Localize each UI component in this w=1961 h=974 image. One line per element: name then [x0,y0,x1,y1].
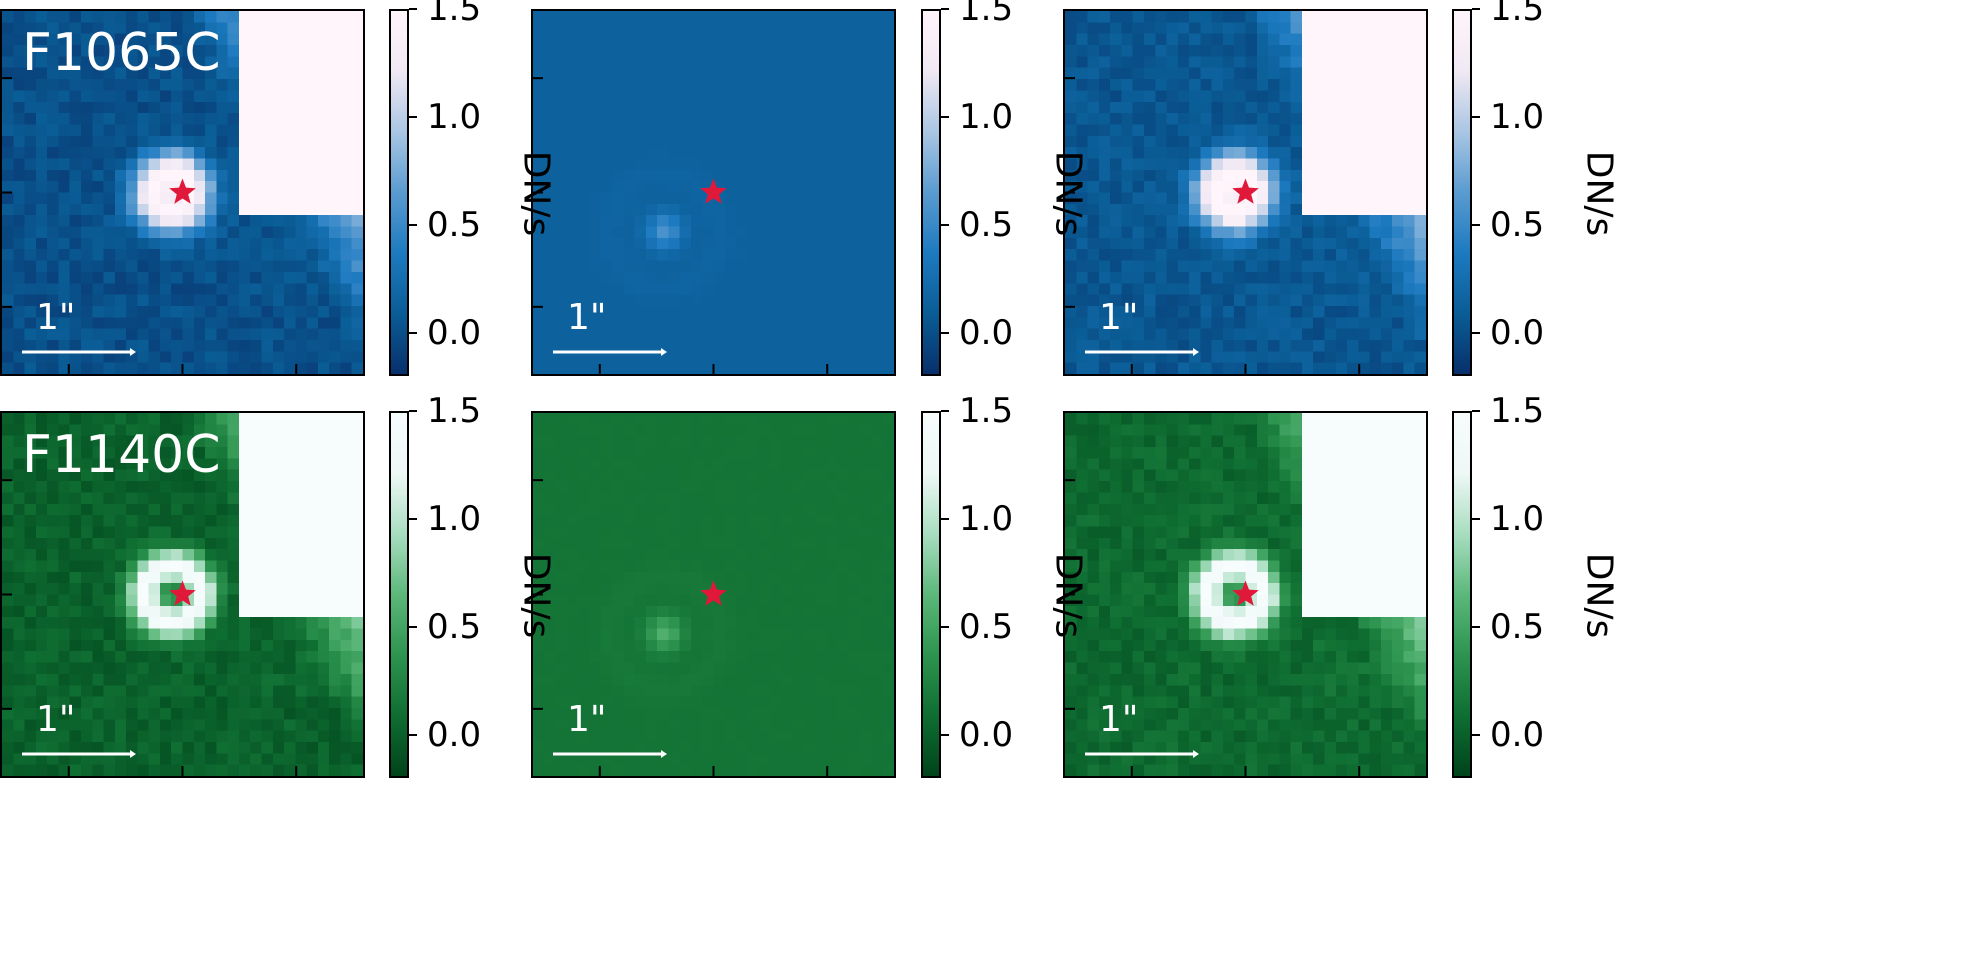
colorbar-tick-label: 1.0 [427,498,482,539]
colorbar-tick-label: 0.5 [427,606,482,647]
panel-f1140c-data: 1" F1140C [0,411,365,778]
colorbar-tick [409,8,417,10]
star-marker [1232,178,1259,204]
colorbar-tick-label: 1.5 [1490,0,1545,29]
colorbar-tick [941,410,949,412]
colorbar-tick-label: 1.0 [1490,498,1545,539]
colorbar [1452,9,1472,376]
scale-bar-label: 1" [1099,297,1139,338]
panel-overlay [2,77,298,374]
colorbar-tick-label: 1.0 [959,498,1014,539]
scale-bar-arrowhead [1193,750,1199,758]
colorbar-tick [1472,625,1480,628]
scale-bar-arrowhead [661,750,667,758]
star-marker [169,178,196,204]
colorbar-tick [409,410,417,412]
colorbar-tick-label: 1.0 [427,96,482,137]
colorbar [921,411,941,778]
colorbar-tick [941,733,949,736]
panel-f1065c-data: 1" F1065C [0,9,365,376]
star-marker [1232,580,1259,606]
scale-bar-arrowhead [130,348,136,356]
colorbar-label: DN/s [1047,552,1089,638]
colorbar-tick [1472,410,1480,412]
colorbar [921,9,941,376]
colorbar-tick [941,115,949,118]
scale-bar-label: 1" [36,297,76,338]
colorbar-label: DN/s [1047,150,1089,236]
colorbar-tick-label: 0.5 [427,204,482,245]
colorbar-tick-label: 0.0 [959,312,1014,353]
colorbar-tick-label: 1.0 [959,96,1014,137]
panel-overlay [2,479,298,776]
colorbar [1452,411,1472,778]
colorbar [389,411,409,778]
colorbar-tick-label: 1.5 [959,391,1014,431]
filter-label: F1140C [22,425,221,485]
scale-bar-label: 1" [567,297,607,338]
filter-label: F1065C [22,23,221,83]
colorbar-tick [941,8,949,10]
panel-f1065c-residual: 1" [1063,9,1428,376]
colorbar-tick [409,115,417,118]
colorbar-tick [1472,8,1480,10]
colorbar-tick-label: 1.5 [427,0,482,29]
colorbar-label: DN/s [1578,552,1620,638]
star-marker [700,178,727,204]
colorbar-label: DN/s [515,552,557,638]
scale-bar-arrowhead [1193,348,1199,356]
colorbar-label: DN/s [1578,150,1620,236]
panel-f1065c-model: 1" [531,9,896,376]
colorbar-tick-label: 0.0 [1490,312,1545,353]
star-marker [169,580,196,606]
colorbar-tick-label: 1.5 [959,0,1014,29]
scale-bar-label: 1" [36,699,76,740]
colorbar-tick-label: 0.5 [1490,204,1545,245]
colorbar-tick [409,223,417,226]
scale-bar-arrowhead [661,348,667,356]
colorbar-tick-label: 0.5 [959,606,1014,647]
panel-overlay [533,479,829,776]
colorbar-tick-label: 0.0 [427,312,482,353]
colorbar-tick [941,331,949,334]
colorbar-tick [409,331,417,334]
colorbar-tick-label: 1.0 [1490,96,1545,137]
colorbar-tick-label: 0.5 [959,204,1014,245]
panel-overlay [1065,77,1361,374]
colorbar-tick-label: 1.5 [1490,391,1545,431]
colorbar-tick [1472,223,1480,226]
colorbar-tick [1472,733,1480,736]
colorbar-tick-label: 0.5 [1490,606,1545,647]
panel-f1140c-residual: 1" [1063,411,1428,778]
colorbar-tick [1472,517,1480,520]
colorbar-tick [409,625,417,628]
colorbar-tick [941,625,949,628]
colorbar-tick-label: 0.0 [959,714,1014,755]
colorbar-tick [1472,331,1480,334]
scale-bar-label: 1" [567,699,607,740]
colorbar-label: DN/s [515,150,557,236]
scale-bar-label: 1" [1099,699,1139,740]
panel-f1140c-model: 1" [531,411,896,778]
panel-overlay [533,77,829,374]
colorbar-tick [1472,115,1480,118]
colorbar-tick-label: 1.5 [427,391,482,431]
colorbar-tick [941,517,949,520]
star-marker [700,580,727,606]
colorbar [389,9,409,376]
panel-overlay [1065,479,1361,776]
colorbar-tick [409,733,417,736]
colorbar-tick [409,517,417,520]
colorbar-tick-label: 0.0 [427,714,482,755]
colorbar-tick [941,223,949,226]
colorbar-tick-label: 0.0 [1490,714,1545,755]
scale-bar-arrowhead [130,750,136,758]
